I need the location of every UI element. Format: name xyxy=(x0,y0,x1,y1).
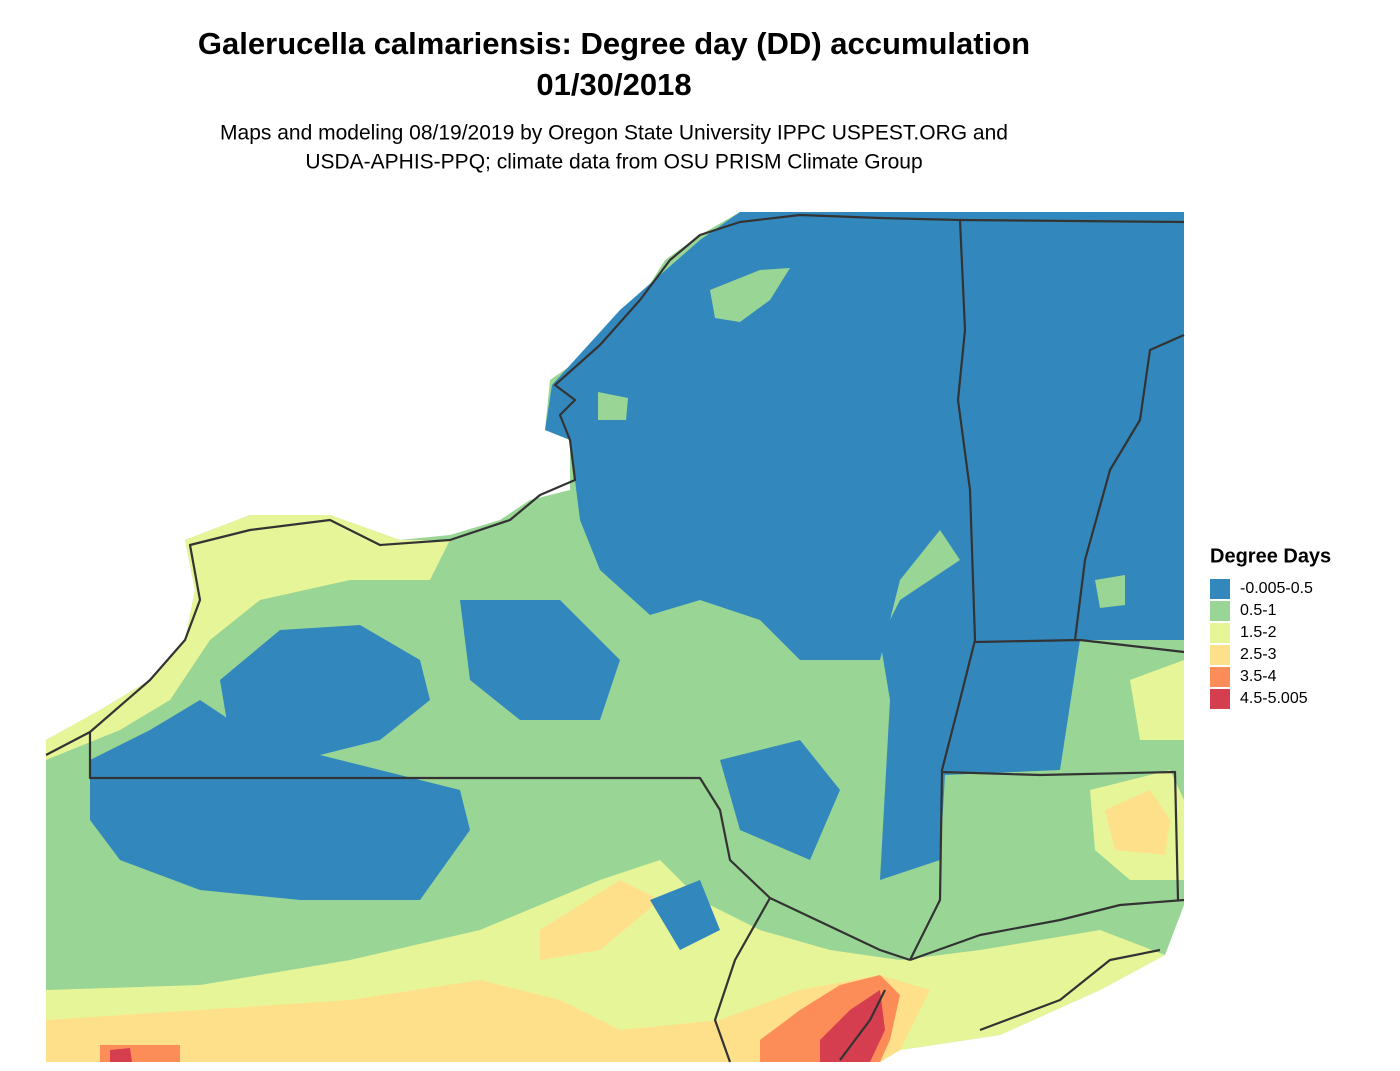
legend-label: 0.5-1 xyxy=(1240,602,1277,619)
map-subtitle: Maps and modeling 08/19/2019 by Oregon S… xyxy=(220,122,1008,145)
region xyxy=(820,990,885,1062)
state-border xyxy=(1073,333,1185,641)
region xyxy=(710,268,790,322)
legend-label: 3.5-4 xyxy=(1240,668,1277,685)
state-border xyxy=(88,732,911,962)
map-title: Galerucella calmariensis: Degree day (DD… xyxy=(198,26,1030,61)
state-border xyxy=(909,219,977,961)
region xyxy=(1105,790,1170,855)
legend-swatch xyxy=(1210,645,1230,665)
legend-swatch xyxy=(1210,689,1230,709)
region xyxy=(110,1048,132,1062)
region xyxy=(650,880,720,950)
coast xyxy=(839,898,1185,1061)
region xyxy=(545,212,1184,880)
legend-title: Degree Days xyxy=(1210,545,1331,567)
state-border xyxy=(713,897,771,1063)
region xyxy=(1095,575,1125,608)
legend-label: 4.5-5.005 xyxy=(1240,690,1308,707)
map-date: 01/30/2018 xyxy=(536,67,691,102)
legend-label: 1.5-2 xyxy=(1240,624,1277,641)
map-area xyxy=(45,212,1185,1063)
region xyxy=(1130,660,1184,740)
region xyxy=(90,700,470,900)
region xyxy=(460,600,620,720)
region xyxy=(220,625,430,760)
legend-swatch xyxy=(1210,667,1230,687)
region xyxy=(540,880,660,960)
region xyxy=(598,392,628,420)
legend-label: -0.005-0.5 xyxy=(1240,580,1313,597)
legend-swatch xyxy=(1210,623,1230,643)
legend-swatch xyxy=(1210,601,1230,621)
region xyxy=(46,975,930,1062)
legend: -0.005-0.5 0.5-1 1.5-2 2.5-3 3.5-4 4.5-5.005 xyxy=(1210,579,1313,709)
legend-swatch xyxy=(1210,579,1230,599)
region xyxy=(46,515,450,760)
region xyxy=(720,740,840,860)
state-border xyxy=(45,213,1185,756)
legend-label: 2.5-3 xyxy=(1240,646,1277,663)
map-subtitle: USDA-APHIS-PPQ; climate data from OSU PR… xyxy=(305,151,922,174)
state-border xyxy=(941,638,1185,901)
